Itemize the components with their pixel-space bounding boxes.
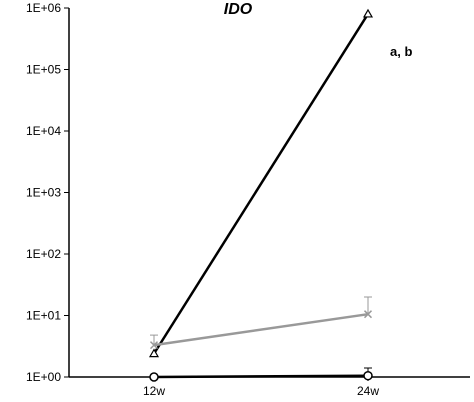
y-tick-label: 1E+04 bbox=[26, 124, 61, 138]
y-tick-label: 1E+00 bbox=[26, 370, 61, 384]
data-point-circle bbox=[149, 372, 159, 382]
y-tick-label: 1E+05 bbox=[26, 63, 61, 77]
y-tick-label: 1E+01 bbox=[26, 309, 61, 323]
series-3 bbox=[149, 367, 373, 382]
series-line bbox=[153, 312, 369, 347]
series-line bbox=[152, 13, 370, 355]
y-tick-label: 1E+02 bbox=[26, 247, 61, 261]
data-point-x bbox=[149, 341, 159, 350]
chart-title: IDO bbox=[224, 1, 253, 18]
annotation-label: a, b bbox=[390, 44, 412, 59]
y-axis-ticks: 1E+00 1E+01 1E+02 1E+03 1E+04 1E+05 1E+06 bbox=[26, 1, 69, 384]
series-line bbox=[153, 374, 369, 379]
series-1 bbox=[148, 8, 374, 358]
axes bbox=[68, 8, 470, 378]
x-tick-label: 24w bbox=[357, 384, 379, 398]
y-tick-label: 1E+03 bbox=[26, 186, 61, 200]
series-2 bbox=[149, 296, 373, 350]
series-layer bbox=[148, 8, 374, 382]
x-axis-ticks: 12w 24w bbox=[143, 377, 379, 398]
x-tick-label: 12w bbox=[143, 384, 165, 398]
data-point-x bbox=[363, 310, 373, 319]
y-tick-label: 1E+06 bbox=[26, 1, 61, 15]
data-point-triangle bbox=[148, 348, 160, 358]
data-point-circle bbox=[363, 370, 373, 381]
data-point-triangle bbox=[362, 8, 374, 18]
